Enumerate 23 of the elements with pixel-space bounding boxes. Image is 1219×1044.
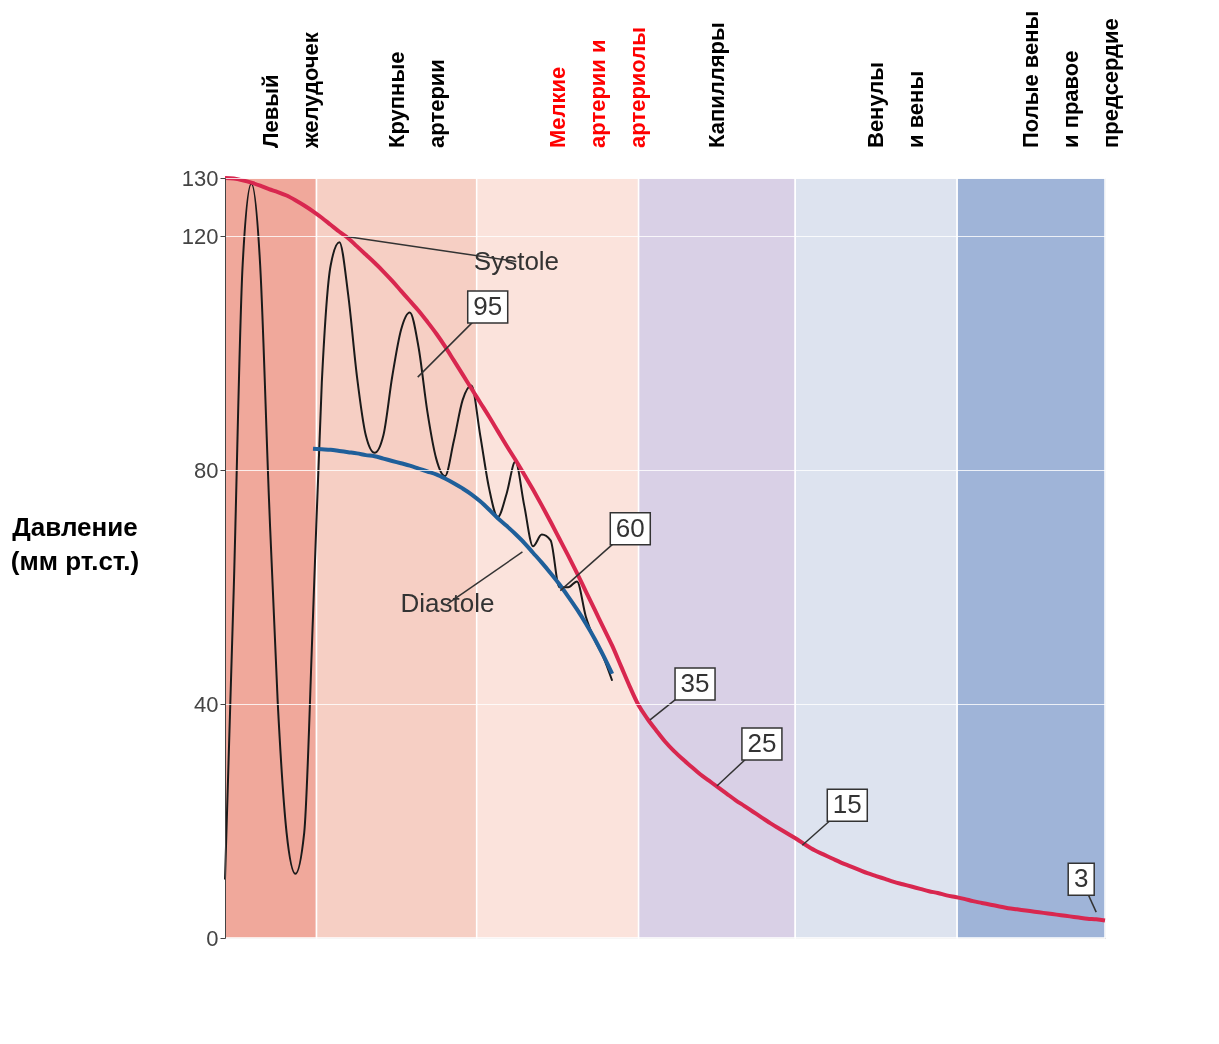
- y-tick-label: 120: [181, 223, 219, 249]
- annotation: 60: [615, 512, 645, 543]
- y-axis-title: Давление (мм рт.ст.): [10, 511, 140, 576]
- line-series: [311, 446, 615, 676]
- annotation: 35: [680, 667, 710, 698]
- line-series: [223, 176, 1107, 923]
- text: Мелкие артерии и артериолы: [544, 26, 650, 148]
- text: Левый желудочек: [257, 31, 323, 149]
- text: Капилляры: [703, 22, 729, 148]
- line-series: [224, 182, 614, 881]
- annotation: 95: [473, 291, 503, 322]
- annotation: 15: [832, 789, 862, 820]
- y-tick-label: 40: [194, 691, 219, 717]
- text: Крупные артерии: [383, 51, 449, 148]
- y-tick-label: 80: [194, 457, 219, 483]
- text: Полые вены и правое предсердие: [1018, 10, 1124, 148]
- annotation: Systole: [473, 245, 560, 276]
- y-tick-label: 0: [206, 925, 219, 951]
- annotation: 25: [747, 728, 777, 758]
- text: Венулы и вены: [863, 61, 929, 148]
- annotation: 3: [1073, 863, 1089, 894]
- annotation: Diastole: [400, 587, 495, 618]
- y-tick-label: 130: [181, 165, 219, 191]
